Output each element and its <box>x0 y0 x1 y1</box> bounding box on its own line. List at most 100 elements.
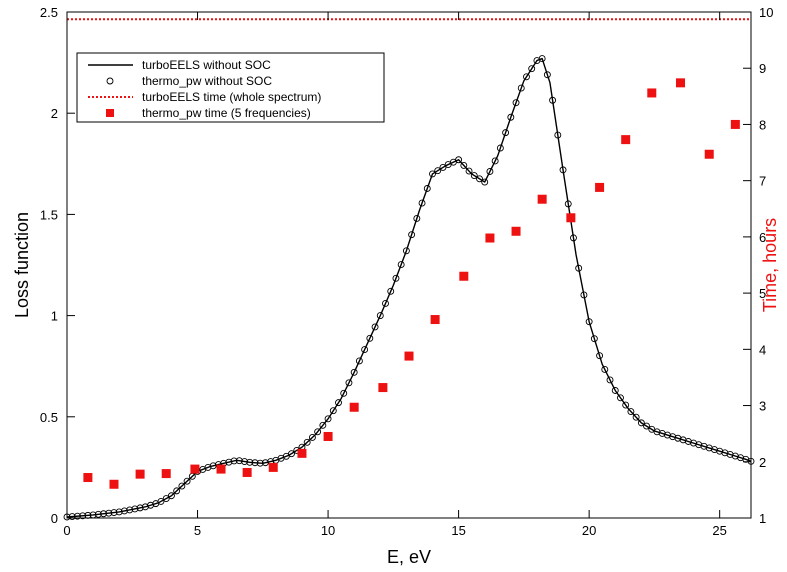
thermo-pw-point <box>225 458 233 466</box>
y-tick-label: 2 <box>51 106 58 121</box>
y-tick-label: 1 <box>51 309 58 324</box>
thermo-pw-point <box>549 96 557 104</box>
thermo-pw-point <box>617 394 624 402</box>
thermo-pw-point <box>73 512 81 520</box>
thermo-pw-point <box>408 231 416 239</box>
thermo-pw-point <box>110 509 118 516</box>
thermo-pw-point <box>230 457 238 465</box>
thermo-pw-point <box>371 323 379 331</box>
thermo-pw-point <box>350 368 358 376</box>
x-tick-label: 10 <box>321 523 335 538</box>
thermo-pw-point <box>324 415 332 423</box>
thermo-pw-point <box>335 399 342 407</box>
thermo-pw-point <box>418 199 426 207</box>
thermo-pw-point <box>314 428 322 436</box>
thermo-pw-point <box>570 234 577 242</box>
x-axis-label: E, eV <box>387 547 431 567</box>
x-tick-label: 5 <box>194 523 201 538</box>
thermo-pw-point <box>157 497 165 505</box>
thermo-pw-point <box>162 495 170 503</box>
thermo-pw-point <box>559 166 567 174</box>
thermo-pw-point <box>465 167 473 175</box>
legend-entry: thermo_pw without SOC <box>142 74 272 88</box>
thermo-pw-point <box>434 167 442 175</box>
thermo-pw-time-point <box>83 473 93 483</box>
thermo-pw-point <box>627 408 635 415</box>
thermo-pw-point <box>246 458 254 466</box>
y-tick-label: 0 <box>51 511 58 526</box>
thermo-pw-point <box>329 407 337 415</box>
thermo-pw-point <box>596 352 604 360</box>
thermo-pw-point <box>105 509 113 517</box>
thermo-pw-point <box>643 422 651 430</box>
thermo-pw-time-point <box>459 271 469 281</box>
thermo-pw-point <box>423 185 431 192</box>
thermo-pw-point <box>251 459 259 467</box>
thermo-pw-time-point <box>216 464 226 474</box>
thermo-pw-point <box>382 300 389 307</box>
thermo-pw-point <box>564 200 572 208</box>
thermo-pw-time-point <box>297 448 307 458</box>
thermo-pw-point <box>575 264 583 272</box>
thermo-pw-point <box>460 161 468 169</box>
thermo-pw-time-point <box>135 469 145 479</box>
thermo-pw-time-point <box>349 402 359 412</box>
thermo-pw-time-point <box>485 233 495 243</box>
thermo-pw-time-point <box>323 431 333 441</box>
thermo-pw-point <box>319 421 327 429</box>
thermo-pw-point <box>523 73 530 81</box>
thermo-pw-point <box>502 129 510 137</box>
legend: turboEELS without SOC thermo_pw without S… <box>76 52 385 123</box>
legend-symbol-circle <box>106 77 114 85</box>
thermo-pw-point <box>355 357 363 365</box>
thermo-pw-point <box>308 433 316 441</box>
thermo-pw-point <box>178 482 186 490</box>
thermo-pw-point <box>585 318 593 326</box>
thermo-pw-point <box>392 274 400 282</box>
thermo-pw-point <box>632 413 640 421</box>
thermo-pw-point <box>100 510 108 518</box>
y2-tick-label: 10 <box>759 5 773 20</box>
thermo-pw-point <box>167 492 175 500</box>
thermo-pw-point <box>241 458 248 465</box>
thermo-pw-point <box>183 477 191 485</box>
thermo-pw-point <box>580 291 588 299</box>
thermo-pw-time-point <box>647 88 657 98</box>
thermo-pw-point <box>94 510 102 518</box>
thermo-pw-time-point <box>621 135 631 145</box>
legend-entry: turboEELS time (whole spectrum) <box>142 90 321 104</box>
thermo-pw-time-point <box>242 467 252 477</box>
thermo-pw-time-point <box>676 78 686 88</box>
y2-tick-label: 1 <box>759 511 766 526</box>
thermo-pw-point <box>136 504 144 512</box>
thermo-pw-point <box>256 459 264 467</box>
thermo-pw-point <box>637 419 645 427</box>
y2-tick-label: 8 <box>759 117 766 132</box>
y2-tick-label: 5 <box>759 286 766 301</box>
thermo-pw-time-point <box>566 213 576 223</box>
thermo-pw-point <box>340 389 348 397</box>
thermo-pw-point <box>439 163 447 171</box>
thermo-pw-point <box>622 401 630 409</box>
thermo-pw-point <box>429 170 436 178</box>
thermo-pw-point <box>209 462 217 470</box>
thermo-pw-point <box>376 312 384 320</box>
y-tick-label: 2.5 <box>40 5 58 20</box>
thermo-pw-point <box>611 387 619 394</box>
thermo-pw-point <box>115 508 123 516</box>
y2-tick-label: 7 <box>759 174 766 189</box>
y-tick-label: 0.5 <box>40 410 58 425</box>
thermo-pw-point <box>470 172 478 179</box>
thermo-pw-time-point <box>268 462 278 472</box>
thermo-pw-point <box>590 335 598 343</box>
thermo-pw-point <box>303 438 311 446</box>
thermo-pw-point <box>126 506 134 514</box>
thermo-pw-time-point <box>190 464 200 474</box>
thermo-pw-time-point <box>109 479 119 489</box>
y2-tick-label: 2 <box>759 455 766 470</box>
thermo-pw-point <box>397 261 405 269</box>
thermo-pw-point <box>288 450 295 458</box>
y2-axis-label: Time, hours <box>760 218 780 312</box>
y2-tick-label: 6 <box>759 230 766 245</box>
thermo-pw-point <box>68 513 76 521</box>
